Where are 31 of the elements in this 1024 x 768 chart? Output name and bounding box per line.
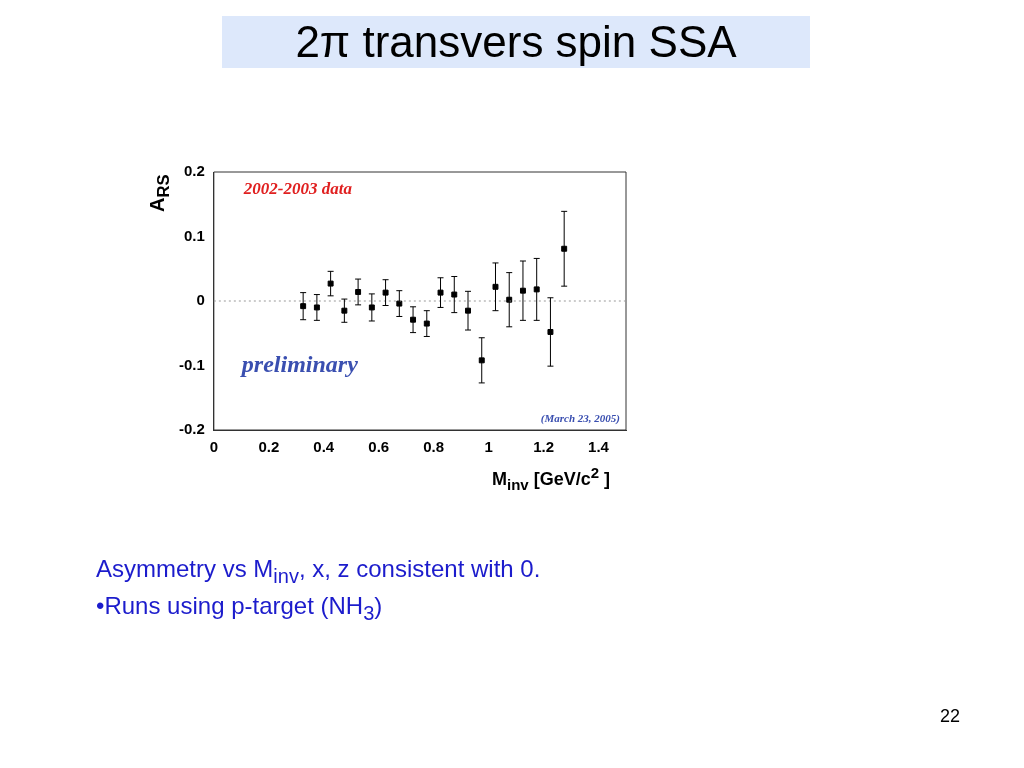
point (368, 304, 375, 311)
y-tick-label: -0.1 (178, 355, 205, 373)
text: Asymmetry vs M$_{inv}$, x, z consistent with 0. (96, 555, 541, 588)
x-tick-label: 0.6 (368, 438, 390, 456)
x-tick-label: 0 (209, 438, 219, 456)
x-tick-label: 1 (484, 438, 493, 456)
y-tick-label: 0.2 (183, 162, 205, 180)
point (423, 320, 430, 327)
x-axis-title: M$_{inv}$ [GeV/c$^{2}$ ] (492, 464, 611, 493)
point (396, 300, 403, 307)
chart-title: 2π transvers spin SSA (222, 16, 810, 68)
annotation: preliminary (239, 351, 359, 377)
x-tick-label: 0.8 (423, 438, 445, 456)
x-tick-label: 0.2 (258, 438, 280, 456)
annotation: (March 23, 2005) (540, 412, 620, 425)
point (382, 289, 389, 296)
annotation: 2002-2003 data (242, 179, 353, 198)
point (451, 291, 458, 298)
x-tick-label: 0.4 (313, 438, 335, 456)
point (533, 286, 540, 293)
x-tick-label: 1.2 (533, 438, 554, 456)
y-tick-label: 0 (196, 291, 205, 309)
point (437, 289, 444, 296)
text: 22 (940, 706, 961, 727)
point (492, 283, 499, 290)
text: •Runs using p-target (NH$_{3}$) (96, 592, 383, 625)
y-tick-label: 0.1 (183, 226, 205, 244)
y-tick-label: -0.2 (178, 420, 205, 438)
point (327, 280, 334, 287)
point (547, 328, 554, 335)
x-tick-label: 1.4 (588, 438, 610, 456)
